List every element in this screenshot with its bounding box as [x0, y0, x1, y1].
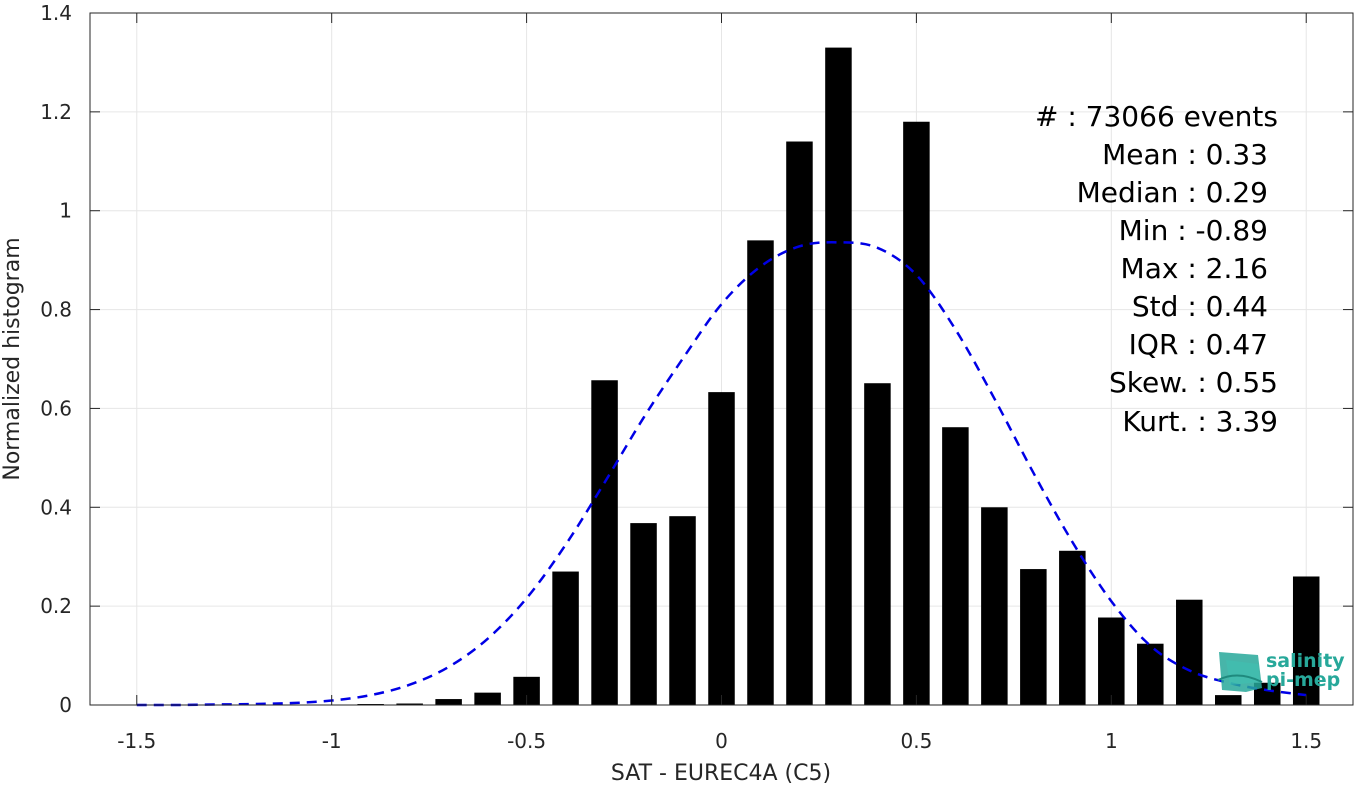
logo-wave-icon: [1217, 652, 1263, 692]
x-tick-label: 1: [1105, 729, 1118, 753]
stat-mean: Mean : 0.33: [1102, 138, 1268, 171]
histogram-bar: [1215, 695, 1242, 705]
logo-line1: salinity: [1266, 650, 1345, 672]
grid-lines: [90, 12, 1353, 706]
y-tick-label: 1: [59, 199, 72, 223]
stat-skew: Skew. : 0.55: [1109, 366, 1278, 399]
histogram-bar: [591, 380, 618, 705]
y-tick-label: 0.6: [40, 396, 72, 420]
histogram-bars: [357, 47, 1320, 706]
histogram-bar: [942, 427, 969, 705]
histogram-bar: [903, 121, 930, 705]
x-tick-label: -1.5: [117, 729, 156, 753]
histogram-bar: [1059, 550, 1086, 705]
histogram-bar: [1020, 569, 1047, 705]
x-tick-labels: -1.5 -1 -0.5 0 0.5 1 1.5: [117, 729, 1322, 753]
histogram-bar: [435, 699, 462, 705]
histogram-bar: [1098, 617, 1125, 705]
stat-std: Std : 0.44: [1132, 290, 1268, 323]
y-tick-label: 0.8: [40, 298, 72, 322]
stat-events: # : 73066 events: [1035, 100, 1278, 133]
histogram-bar: [981, 507, 1008, 705]
statistics-annotation: # : 73066 events Mean : 0.33 Median : 0.…: [1035, 100, 1278, 438]
stat-iqr: IQR : 0.47: [1129, 328, 1268, 361]
y-tick-labels: 0 0.2 0.4 0.6 0.8 1 1.2 1.4: [40, 1, 72, 717]
axis-ticks: [90, 12, 1353, 706]
y-tick-label: 1.4: [40, 1, 72, 25]
x-tick-label: 0: [715, 729, 728, 753]
histogram-bar: [630, 523, 657, 705]
histogram-bar: [552, 571, 579, 705]
stat-min: Min : -0.89: [1119, 214, 1268, 247]
histogram-bar: [396, 703, 423, 705]
histogram-bar: [747, 240, 774, 705]
stat-kurt: Kurt. : 3.39: [1122, 405, 1278, 438]
histogram-bar: [825, 47, 852, 706]
y-tick-label: 0.4: [40, 495, 72, 519]
x-tick-label: 1.5: [1290, 729, 1322, 753]
salinity-pi-mep-logo: salinity pi-mep: [1217, 650, 1345, 692]
histogram-bar: [864, 383, 891, 705]
histogram-bar: [1292, 576, 1320, 705]
histogram-bar: [708, 392, 735, 705]
logo-line2: pi-mep: [1266, 669, 1340, 691]
x-tick-label: -1: [322, 729, 342, 753]
y-axis-title: Normalized histogram: [0, 237, 25, 480]
y-tick-label: 0: [59, 693, 72, 717]
histogram-bar: [1176, 599, 1203, 705]
x-tick-label: 0.5: [901, 729, 933, 753]
histogram-bar: [669, 516, 696, 705]
x-axis-title: SAT - EUREC4A (C5): [611, 761, 831, 785]
y-tick-label: 1.2: [40, 100, 72, 124]
stat-median: Median : 0.29: [1077, 176, 1268, 209]
y-tick-label: 0.2: [40, 594, 72, 618]
histogram-bar: [786, 141, 813, 705]
stat-max: Max : 2.16: [1121, 252, 1268, 285]
x-tick-label: -0.5: [507, 729, 546, 753]
histogram-bar: [474, 692, 501, 705]
